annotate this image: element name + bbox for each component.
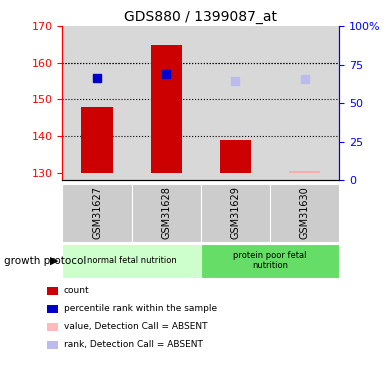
Text: growth protocol: growth protocol bbox=[4, 256, 86, 266]
Bar bbox=[151, 45, 182, 172]
Bar bbox=[220, 140, 251, 172]
Bar bbox=[289, 171, 320, 172]
Text: value, Detection Call = ABSENT: value, Detection Call = ABSENT bbox=[64, 322, 207, 331]
Text: count: count bbox=[64, 286, 89, 295]
Text: rank, Detection Call = ABSENT: rank, Detection Call = ABSENT bbox=[64, 340, 202, 349]
Text: percentile rank within the sample: percentile rank within the sample bbox=[64, 304, 217, 313]
Text: ▶: ▶ bbox=[50, 256, 59, 266]
Bar bbox=[82, 107, 113, 172]
Text: protein poor fetal
nutrition: protein poor fetal nutrition bbox=[233, 251, 307, 270]
Text: GSM31630: GSM31630 bbox=[300, 186, 310, 239]
Title: GDS880 / 1399087_at: GDS880 / 1399087_at bbox=[124, 10, 277, 24]
Text: GSM31628: GSM31628 bbox=[161, 186, 171, 239]
Text: GSM31629: GSM31629 bbox=[230, 186, 241, 239]
Text: normal fetal nutrition: normal fetal nutrition bbox=[87, 256, 177, 265]
Text: GSM31627: GSM31627 bbox=[92, 186, 102, 239]
